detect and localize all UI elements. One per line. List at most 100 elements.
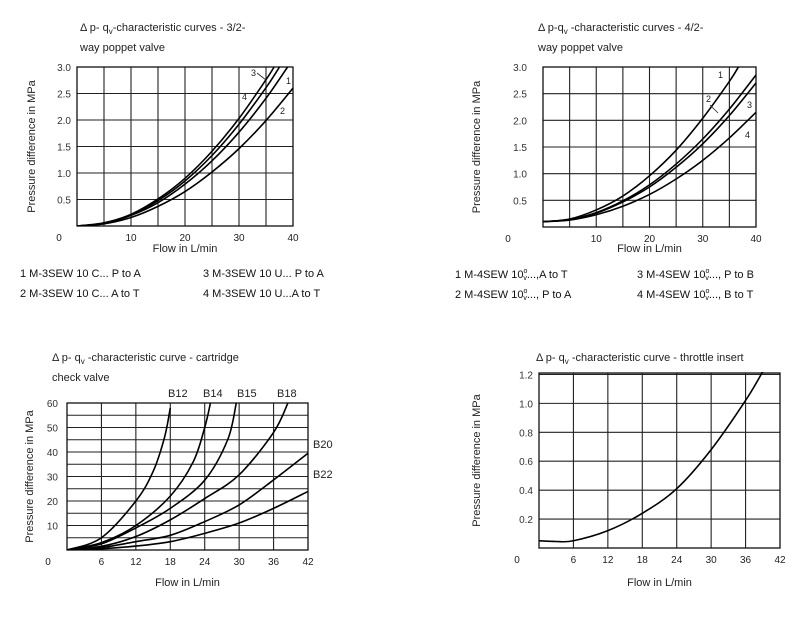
chart-3-x-tick-label: 12 [130,557,142,568]
chart-3-series-B15-label: B15 [237,388,257,400]
chart-3-series-B14-line [67,402,212,550]
chart-1-series-1-label: 1 [286,76,291,86]
chart-2-y-tick-label: 2.0 [513,116,527,127]
chart-3-series-B18-line [67,402,289,550]
chart-4-x-tick-label: 42 [774,555,786,566]
chart-4-x-tick-label: 30 [706,555,718,566]
chart-2-legend-item-3: 3 M-4SEW 10ov..., P to B [637,268,754,282]
chart-3-origin-label: 0 [45,557,51,568]
chart-1-y-tick-label: 2.0 [57,116,71,127]
chart-1-x-tick-label: 10 [125,233,137,244]
chart-3-plot-frame [66,402,309,551]
chart-4-y-tick-label: 1.2 [519,370,533,381]
chart-2-y-tick-label: 1.0 [513,170,527,181]
chart-4-series-throttle-line [539,372,764,543]
chart-3-series-B22-line [67,490,309,550]
chart-3-series-B12-label: B12 [168,388,188,400]
chart-2-title: Δ p-qv -characteristic curves - 4/2- way… [538,22,704,54]
chart-1-x-axis-label: Flow in L/min [153,243,218,255]
chart-2-series-1-label: 1 [718,70,723,80]
chart-2-series-1-line [543,66,740,223]
chart-2-x-axis-label: Flow in L/min [617,243,682,255]
chart-1-series-4-label: 4 [242,92,247,102]
chart-4-x-tick-label: 12 [602,555,614,566]
chart-1-plot-frame [76,66,294,227]
chart-1-series-4-line [77,66,281,226]
chart-3-series-B22-label: B22 [313,469,333,481]
chart-1-series-3-label: 3 [251,68,256,78]
chart-1-series-2-label: 2 [280,106,285,116]
chart-2-y-tick-label: 3.0 [513,63,527,74]
chart-2-origin-label: 0 [505,234,511,245]
chart-1-legend-item-1: 1 M-3SEW 10 C... P to A [20,268,141,280]
chart-4-x-tick-label: 18 [637,555,649,566]
chart-1-legend-item-3: 3 M-3SEW 10 U... P to A [203,268,324,280]
chart-4-x-tick-label: 36 [740,555,752,566]
chart-2-legend-item-4: 4 M-4SEW 10ov..., B to T [637,288,754,302]
chart-1-series-3-leader [256,72,267,81]
chart-3-x-tick-label: 24 [199,557,211,568]
chart-4-y-tick-label: 0.2 [519,515,533,526]
chart-2-series-2-leader [709,104,719,114]
chart-2-series-4-line [543,111,757,223]
chart-4-y-tick-label: 0.8 [519,428,533,439]
chart-1-legend-item-4: 4 M-3SEW 10 U...A to T [203,288,321,300]
chart-2-y-tick-label: 2.5 [513,90,527,101]
chart-3-title: Δ p- qv -characteristic curve - cartridg… [52,352,239,384]
chart-2-x-tick-label: 40 [750,234,762,245]
chart-2-series-3-label: 3 [747,100,752,110]
chart-3-series-B20-line [67,452,309,550]
chart-3-y-tick-label: 50 [47,424,59,435]
chart-1-title: Δ p- qv-characteristic curves - 3/2- way… [80,22,246,54]
chart-1-y-tick-label: 1.5 [57,143,71,154]
chart-4-plot-frame [538,372,781,549]
chart-1-series-2-line [77,87,294,226]
chart-2-series-4-label: 4 [745,130,750,140]
chart-1-x-tick-label: 20 [179,233,191,244]
chart-4-y-axis-label: Pressure difference in MPa [471,393,483,526]
chart-1-legend-item-2: 2 M-3SEW 10 C... A to T [20,288,140,300]
chart-4-x-tick-label: 6 [571,555,577,566]
chart-3-y-axis-label: Pressure difference in MPa [24,409,36,542]
chart-1-x-tick-label: 40 [287,233,299,244]
chart-4-x-tick-label: 24 [671,555,683,566]
chart-4-x-axis-label: Flow in L/min [627,577,692,589]
chart-3-x-tick-label: 30 [234,557,246,568]
chart-3-x-tick-label: 18 [165,557,177,568]
chart-1-origin-label: 0 [56,233,62,244]
chart-3-series-B14-label: B14 [203,388,223,400]
chart-2-legend-item-2: 2 M-4SEW 10ov..., P to A [455,288,572,302]
chart-4-y-tick-label: 1.0 [519,399,533,410]
chart-3-series-B18-label: B18 [277,388,297,400]
chart-1-y-tick-label: 2.5 [57,90,71,101]
chart-2-x-tick-label: 30 [697,234,709,245]
chart-3-x-tick-label: 36 [268,557,280,568]
chart-3-y-tick-label: 60 [47,399,59,410]
chart-4-origin-label: 0 [514,555,520,566]
chart-3-series-B15-line [67,402,238,550]
chart-1-y-tick-label: 3.0 [57,63,71,74]
chart-1-y-tick-label: 0.5 [57,196,71,207]
chart-3-y-tick-label: 20 [47,497,59,508]
chart-4-y-tick-label: 0.6 [519,457,533,468]
chart-3-x-tick-label: 6 [99,557,105,568]
chart-3-y-tick-label: 40 [47,448,59,459]
chart-2-plot-frame [542,66,757,228]
chart-3-y-tick-label: 10 [47,522,59,533]
chart-2-series-2-label: 2 [706,94,711,104]
chart-1-y-axis-label: Pressure difference in MPa [26,79,38,212]
chart-3-series-B20-label: B20 [313,439,333,451]
chart-2-y-axis-label: Pressure difference in MPa [471,80,483,213]
chart-3-series-B12-line [67,407,172,550]
chart-2-legend-item-1: 1 M-4SEW 10ov...,A to T [455,268,568,282]
chart-4-title: Δ p- qv -characteristic curve - throttle… [536,352,744,366]
chart-2-x-tick-label: 20 [644,234,656,245]
chart-2-y-tick-label: 0.5 [513,196,527,207]
chart-3-x-axis-label: Flow in L/min [155,577,220,589]
chart-1-y-tick-label: 1.0 [57,169,71,180]
chart-2-x-tick-label: 10 [591,234,603,245]
chart-3-x-tick-label: 42 [302,557,314,568]
chart-4-y-tick-label: 0.4 [519,486,533,497]
chart-1-x-tick-label: 30 [233,233,245,244]
